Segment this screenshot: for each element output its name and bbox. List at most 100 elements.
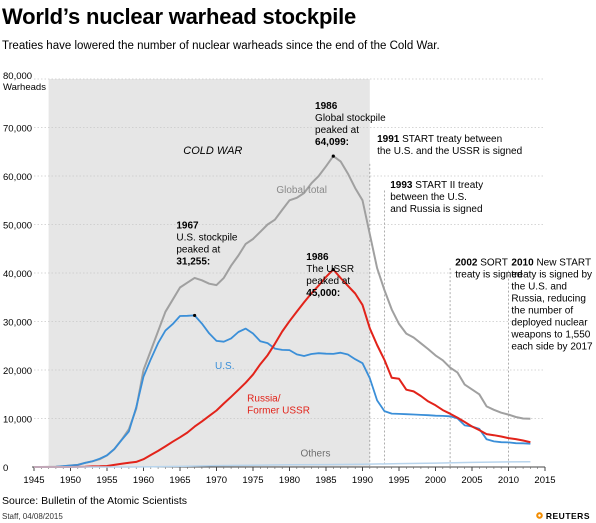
annotation-new-start-text: the U.S. and [511, 282, 567, 293]
annotation-start: 1991 START treaty between the U.S. and th… [377, 134, 522, 157]
series-label: Global total [276, 185, 327, 196]
annotation-new-start-line: each side by 2017 [511, 342, 593, 353]
annotation-sort-text: treaty is signed [455, 270, 522, 281]
series-label: U.S. [215, 361, 234, 372]
reuters-logo-icon [534, 511, 544, 520]
annotation-global-peak-line: Global stockpile [315, 113, 386, 124]
y-tick-label: 30,000 [3, 318, 32, 329]
peak-marker [331, 154, 335, 158]
annotation-ussr-peak-text: 1986 [306, 252, 329, 263]
peak-marker [331, 267, 335, 272]
annotation-new-start-text: 2010 [511, 258, 536, 269]
annotation-new-start-line: Russia, reducing [511, 294, 585, 305]
annotation-us-peak: 1967 U.S. stockpile peaked at 31,255: [176, 220, 238, 267]
annotation-start-line: 1991 START treaty between [377, 134, 502, 145]
x-tick-label: 2000 [425, 475, 446, 486]
annotation-sort-text: SORT [480, 258, 508, 269]
chart-area: 1945 1950 1955 1960 1965 1970 1975 1980 1985 1990… [3, 71, 593, 486]
series-line [34, 314, 531, 468]
x-tick-label: 1960 [133, 475, 154, 486]
x-tick-label: 1950 [60, 475, 81, 486]
y-tick-label: 60,000 [3, 172, 32, 183]
annotation-ussr-peak-line: 45,000: [306, 288, 340, 299]
annotation-start-ii-text: START II treaty [415, 180, 483, 191]
x-tick-label: 2015 [534, 475, 555, 486]
source-note: Source: Bulletin of the Atomic Scientist… [2, 495, 188, 507]
annotation-new-start-text: treaty is signed by [511, 270, 592, 281]
annotation-new-start-text: New START [536, 258, 591, 269]
annotation-start-ii-line: 1993 START II treaty [390, 180, 483, 191]
x-tick-label: 1955 [96, 475, 117, 486]
annotation-sort: 2002 SORT treaty is signed [455, 258, 522, 281]
annotation-ussr-peak-text: 45,000: [306, 288, 340, 299]
annotation-ussr-peak-text: peaked at [306, 276, 350, 287]
annotation-start-ii-text: between the U.S. [390, 192, 467, 203]
annotation-sort-line: 2002 SORT [455, 258, 508, 269]
x-tick-label: 2010 [498, 475, 519, 486]
annotation-start-text: the U.S. and the USSR is signed [377, 146, 522, 157]
reuters-logo-text: REUTERS [545, 511, 590, 521]
annotation-ussr-peak-text: The USSR [306, 264, 354, 275]
annotation-new-start-line: the U.S. and [511, 282, 567, 293]
x-tick-label: 1980 [279, 475, 300, 486]
annotation-global-peak-text: peaked at [315, 125, 359, 136]
x-tick-label: 1945 [23, 475, 44, 486]
annotation-start-ii: 1993 START II treaty between the U.S. and … [390, 180, 483, 215]
x-tick-label: 1995 [388, 475, 409, 486]
annotation-new-start-text: each side by 2017 [511, 342, 593, 353]
annotation-us-peak-text: 31,255: [176, 256, 210, 267]
annotation-global-peak-text: 64,099: [315, 137, 349, 148]
y-tick-label: 80,000 [3, 71, 32, 82]
series-label: Russia/Former USSR [247, 394, 310, 417]
credit-note: Staff, 04/08/2015 [2, 512, 63, 521]
annotation-start-ii-line: between the U.S. [390, 192, 467, 203]
series-label-line: Russia/ [247, 394, 281, 405]
annotation-us-peak-line: 1967 [176, 220, 199, 231]
annotation-new-start-line: deployed nuclear [511, 318, 588, 329]
annotation-us-peak-text: 1967 [176, 220, 199, 231]
annotation-ussr-peak-line: peaked at [306, 276, 350, 287]
annotation-start-ii-text: 1993 [390, 180, 415, 191]
annotation-new-start-text: weapons to 1,550 [510, 330, 590, 341]
annotation-new-start-text: Russia, reducing [511, 294, 585, 305]
y-tick-label: 20,000 [3, 366, 32, 377]
annotation-new-start-text: deployed nuclear [511, 318, 588, 329]
annotation-global-peak-line: 1986 [315, 101, 338, 112]
x-tick-label: 1975 [242, 475, 263, 486]
series-line [34, 268, 531, 468]
annotation-us-peak-text: peaked at [176, 244, 220, 255]
annotation-start-text: START treaty between [402, 134, 502, 145]
annotation-global-peak: 1986 Global stockpile peaked at 64,099: [315, 101, 386, 148]
annotation-start-ii-text: and Russia is signed [390, 204, 482, 215]
annotation-us-peak-line: 31,255: [176, 256, 210, 267]
x-tick-label: 1965 [169, 475, 190, 486]
annotation-new-start: 2010 New START treaty is signed by the U.S… [510, 258, 593, 353]
cold-war-label: COLD WAR [183, 145, 242, 157]
annotation-global-peak-line: 64,099: [315, 137, 349, 148]
annotation-ussr-peak-line: The USSR [306, 264, 354, 275]
x-tick-label: 1970 [206, 475, 227, 486]
annotation-new-start-text: the number of [511, 306, 573, 317]
y-tick-label: 50,000 [3, 221, 32, 232]
annotation-global-peak-line: peaked at [315, 125, 359, 136]
reuters-logo: REUTERS [534, 511, 590, 521]
annotation-new-start-line: weapons to 1,550 [510, 330, 590, 341]
annotation-ussr-peak: 1986 The USSR peaked at 45,000: [306, 252, 354, 299]
annotation-ussr-peak-line: 1986 [306, 252, 329, 263]
y-tick-label: 0 [3, 463, 8, 474]
x-tick-label: 1990 [352, 475, 373, 486]
y-axis-label: Warheads [3, 82, 46, 93]
chart-subtitle: Treaties have lowered the number of nucl… [2, 40, 440, 52]
chart-title: World’s nuclear warhead stockpile [2, 4, 357, 29]
y-tick-label: 10,000 [3, 415, 32, 426]
peak-marker [193, 313, 197, 318]
series-line [34, 460, 531, 468]
annotation-start-text: 1991 [377, 134, 402, 145]
x-tick-label: 1985 [315, 475, 336, 486]
annotation-start-line: the U.S. and the USSR is signed [377, 146, 522, 157]
annotation-new-start-line: the number of [511, 306, 573, 317]
annotation-us-peak-text: U.S. stockpile [176, 232, 238, 243]
annotation-us-peak-line: U.S. stockpile [176, 232, 238, 243]
annotation-sort-text: 2002 [455, 258, 480, 269]
annotation-new-start-line: 2010 New START [511, 258, 591, 269]
